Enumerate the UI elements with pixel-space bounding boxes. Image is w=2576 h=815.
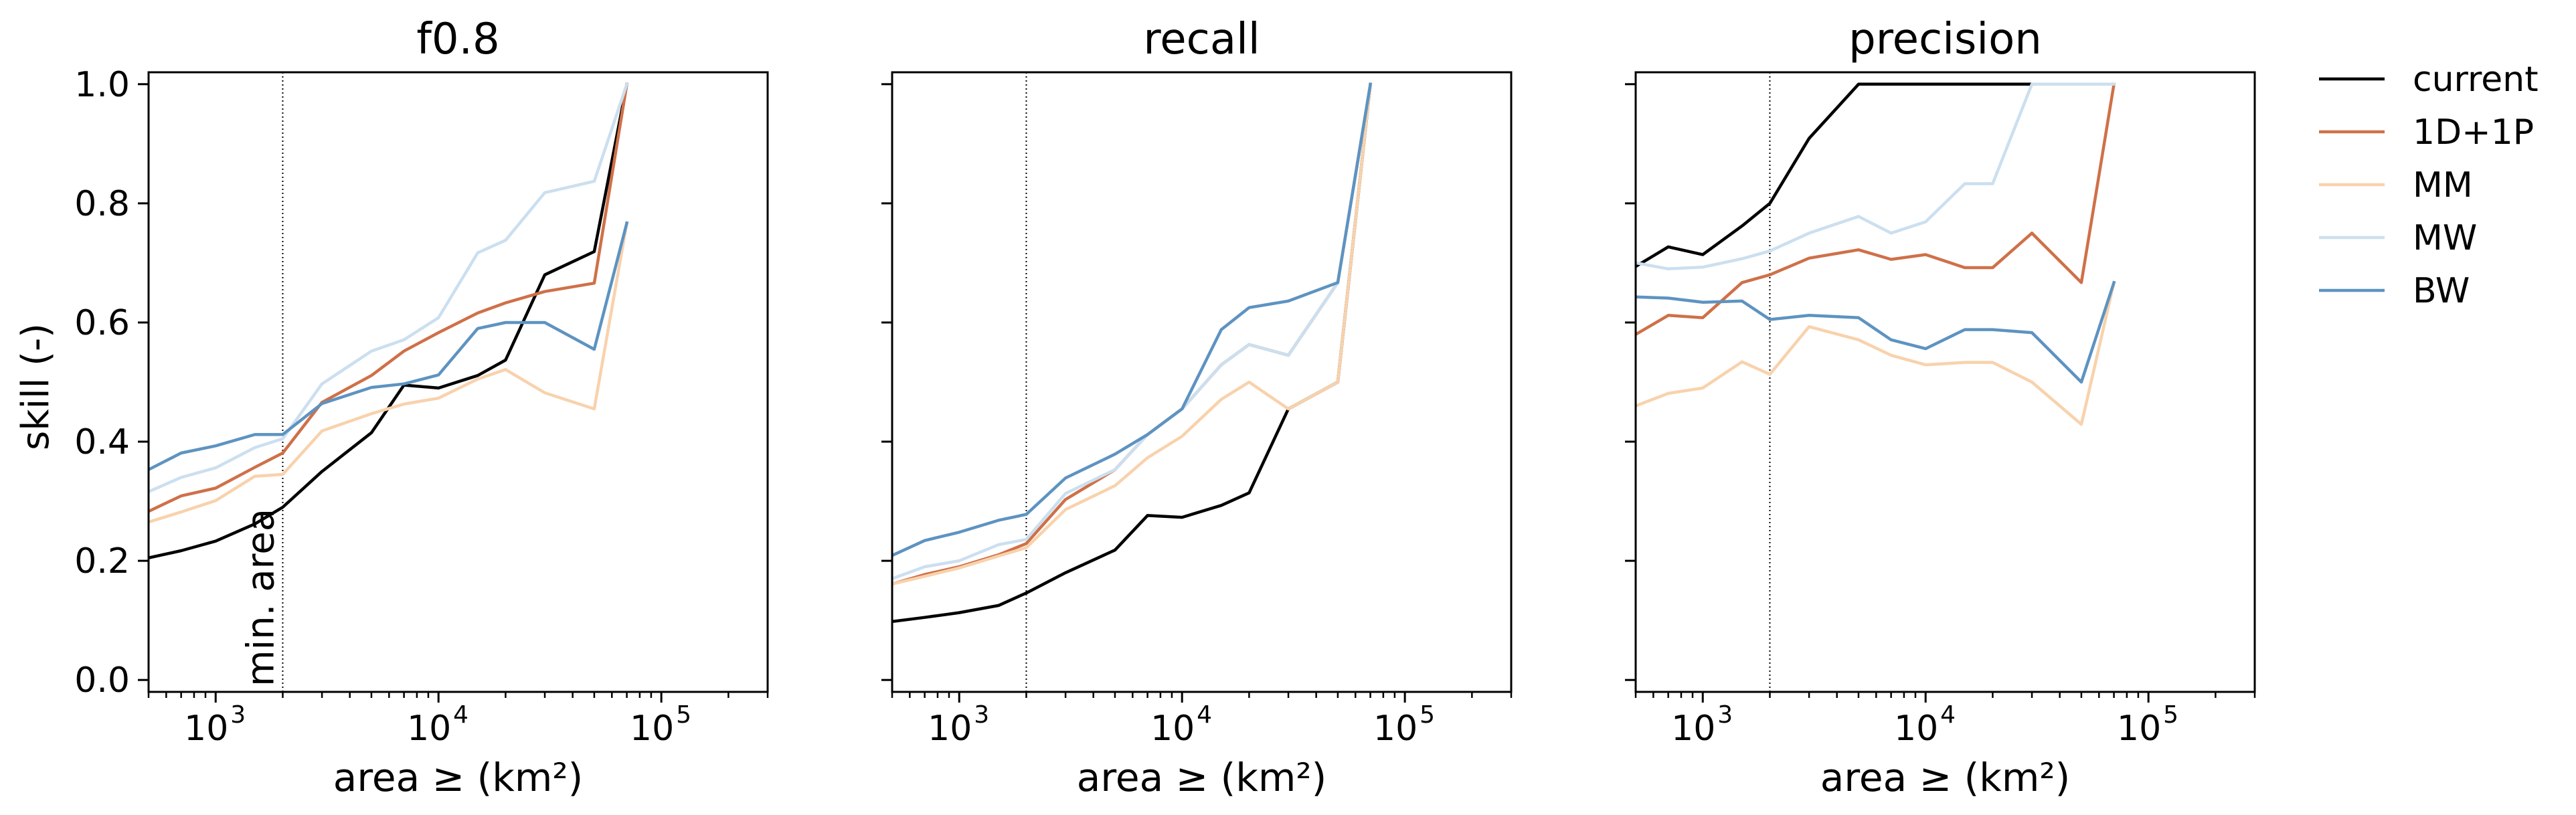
- panel-title: recall: [1143, 15, 1260, 64]
- series-group: [892, 82, 1373, 624]
- axes-frame: [1634, 71, 2256, 693]
- x-tick-label: 10: [2117, 709, 2161, 749]
- x-tick-exponent: 4: [1940, 701, 1956, 729]
- series-group: [1636, 82, 2116, 426]
- legend-label-mw: MW: [2413, 218, 2477, 258]
- series-group: [149, 82, 629, 560]
- x-tick-exponent: 4: [1197, 701, 1212, 729]
- series-line-1d-1p: [892, 82, 1373, 586]
- x-axis-label: area ≥ (km²): [333, 755, 583, 800]
- series-line-1d-1p: [1636, 82, 2116, 337]
- x-tick-label: 10: [1671, 709, 1715, 749]
- series-line-current: [1636, 82, 2116, 268]
- x-tick-exponent: 5: [676, 701, 691, 729]
- series-line-1d-1p: [149, 82, 629, 513]
- axes-frame: [891, 71, 1513, 693]
- series-line-mm: [1636, 280, 2116, 426]
- x-tick-exponent: 5: [2163, 701, 2178, 729]
- x-tick-exponent: 4: [453, 701, 468, 729]
- x-tick-label: 10: [630, 709, 674, 749]
- legend-label-bw: BW: [2413, 271, 2470, 311]
- series-line-bw: [1636, 280, 2116, 384]
- x-axis-label: area ≥ (km²): [1077, 755, 1326, 800]
- y-axis-label: skill (-): [14, 323, 58, 450]
- x-tick-label: 10: [407, 709, 451, 749]
- legend-label-mm: MM: [2413, 165, 2473, 205]
- series-line-mw: [1636, 82, 2116, 271]
- series-line-bw: [892, 82, 1373, 557]
- legend-label-current: current: [2413, 60, 2539, 100]
- x-tick-label: 10: [928, 709, 972, 749]
- series-line-mm: [149, 221, 629, 524]
- x-tick-label: 10: [184, 709, 228, 749]
- x-tick-label: 10: [1373, 709, 1418, 749]
- y-tick-label: 0.4: [74, 422, 130, 462]
- legend-label-1d-1p: 1D+1P: [2413, 112, 2534, 153]
- y-tick-label: 0.6: [74, 303, 130, 343]
- series-line-bw: [149, 221, 629, 472]
- y-tick-label: 0.2: [74, 541, 130, 581]
- legend: current 1D+1P MM MW BW: [2319, 60, 2539, 311]
- x-tick-exponent: 5: [1420, 701, 1435, 729]
- series-line-current: [892, 82, 1373, 624]
- series-line-mm: [892, 82, 1373, 586]
- y-tick-label: 0.0: [74, 660, 130, 701]
- x-tick-label: 10: [1150, 709, 1195, 749]
- y-tick-label: 0.8: [74, 184, 130, 224]
- panel-title: f0.8: [416, 15, 499, 64]
- series-line-mw: [149, 82, 629, 494]
- x-tick-label: 10: [1894, 709, 1938, 749]
- axes-frame: [147, 71, 769, 693]
- x-tick-exponent: 3: [1717, 701, 1733, 729]
- x-tick-exponent: 3: [974, 701, 989, 729]
- y-tick-label: 1.0: [74, 65, 130, 105]
- series-line-mw: [892, 82, 1373, 581]
- x-tick-exponent: 3: [230, 701, 246, 729]
- min-area-label: min. area: [239, 509, 282, 687]
- x-axis-label: area ≥ (km²): [1820, 755, 2070, 800]
- panel-title: precision: [1849, 15, 2042, 64]
